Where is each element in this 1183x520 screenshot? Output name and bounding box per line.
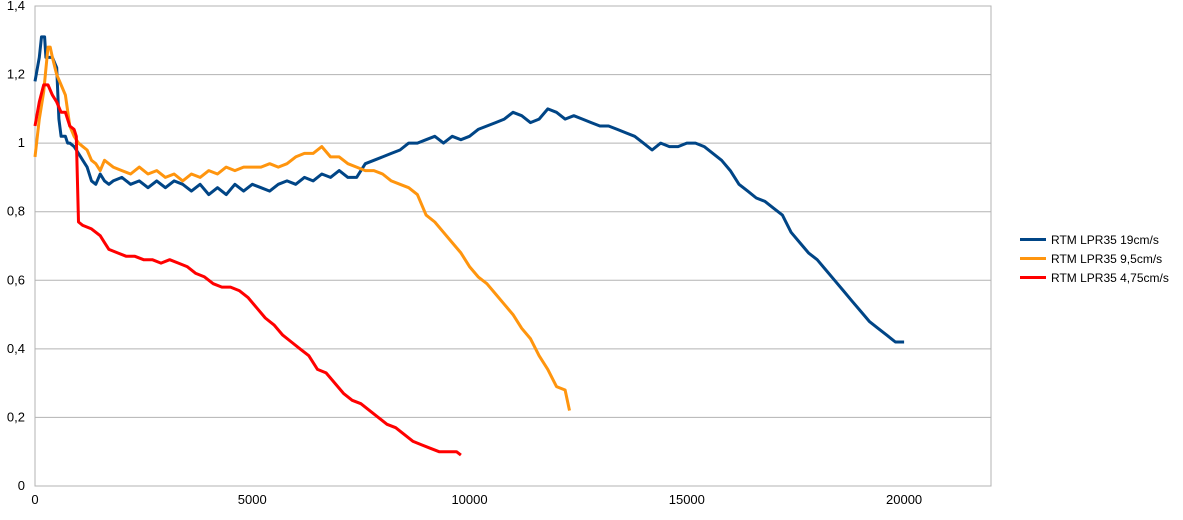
y-tick-label-4: 0,8	[7, 204, 25, 219]
x-tick-label-3: 15000	[669, 492, 705, 507]
y-tick-label-1: 0,2	[7, 409, 25, 424]
y-tick-label-2: 0,4	[7, 341, 25, 356]
x-tick-label-0: 0	[31, 492, 38, 507]
y-tick-label-5: 1	[18, 135, 25, 150]
y-tick-label-7: 1,4	[7, 0, 25, 13]
y-tick-label-0: 0	[18, 478, 25, 493]
legend-label-0: RTM LPR35 19cm/s	[1051, 232, 1159, 247]
x-tick-label-1: 5000	[238, 492, 267, 507]
series-lines	[33, 35, 905, 457]
axis-tick-labels: 0 0,2 0,4 0,6 0,8 1 1,2 1,4 0 5000 10000 15000 20000	[7, 0, 922, 507]
legend-item-2: RTM LPR35 4,75cm/s	[1020, 268, 1169, 287]
legend-label-1: RTM LPR35 9,5cm/s	[1051, 251, 1163, 266]
x-tick-label-4: 20000	[886, 492, 922, 507]
legend-item-1: RTM LPR35 9,5cm/s	[1020, 249, 1169, 268]
chart-legend: RTM LPR35 19cm/s RTM LPR35 9,5cm/s RTM LPR…	[1020, 230, 1169, 287]
series-line-0	[33, 35, 905, 344]
series-line-2	[33, 83, 462, 457]
legend-label-2: RTM LPR35 4,75cm/s	[1051, 270, 1169, 285]
legend-swatch-0	[1020, 238, 1046, 241]
legend-swatch-1	[1020, 257, 1046, 260]
plot-area-border	[34, 5, 992, 487]
y-tick-label-6: 1,2	[7, 67, 25, 82]
grid-lines	[35, 5, 991, 487]
x-tick-label-2: 10000	[451, 492, 487, 507]
series-line-1	[33, 45, 571, 411]
legend-item-0: RTM LPR35 19cm/s	[1020, 230, 1169, 249]
y-tick-label-3: 0,6	[7, 272, 25, 287]
legend-swatch-2	[1020, 276, 1046, 279]
